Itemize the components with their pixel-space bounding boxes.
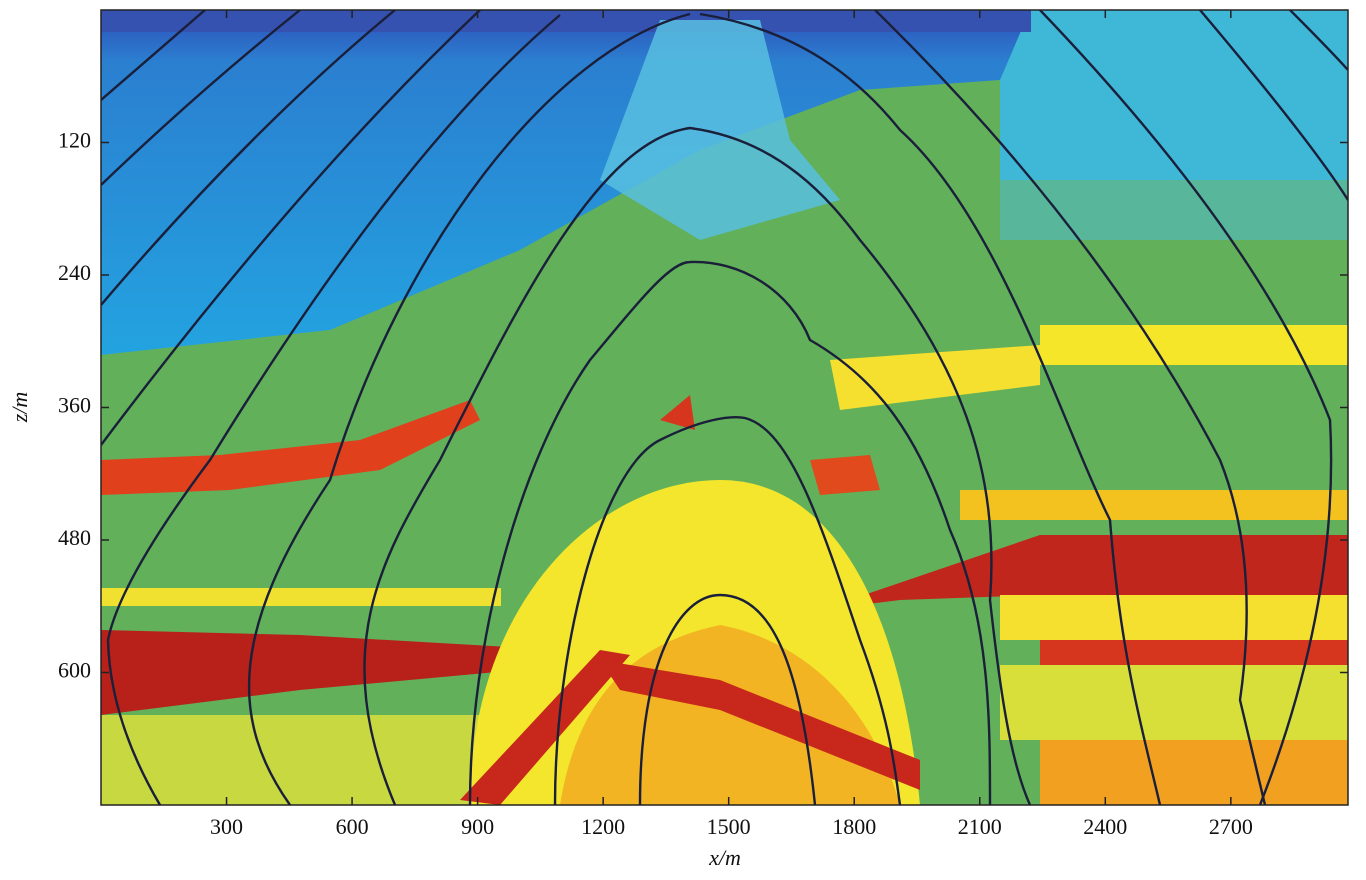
x-tick-label: 600 bbox=[336, 814, 369, 839]
band bbox=[101, 715, 501, 805]
x-tick-label: 1200 bbox=[581, 814, 625, 839]
band bbox=[1000, 10, 1348, 180]
blue-region bbox=[101, 10, 1030, 355]
y-tick-label: 240 bbox=[58, 260, 91, 285]
wavefront bbox=[1039, 10, 1333, 805]
band bbox=[460, 650, 630, 805]
band bbox=[101, 630, 560, 715]
x-tick-label: 300 bbox=[210, 814, 243, 839]
band bbox=[600, 660, 920, 790]
band bbox=[810, 455, 880, 495]
wavefront bbox=[1199, 10, 1348, 201]
y-axis-label: z/m bbox=[7, 392, 32, 424]
band bbox=[1040, 535, 1348, 595]
x-axis-label: x/m bbox=[708, 845, 741, 870]
wavefront bbox=[247, 12, 691, 805]
cone bbox=[600, 20, 840, 240]
wavefront bbox=[101, 10, 301, 186]
band bbox=[1000, 665, 1348, 740]
band bbox=[830, 345, 1040, 410]
x-tick-label: 1800 bbox=[832, 814, 876, 839]
band bbox=[960, 490, 1348, 520]
band bbox=[1000, 180, 1348, 240]
wavefront bbox=[101, 10, 206, 101]
wavefront bbox=[1289, 10, 1348, 71]
wavefront bbox=[363, 126, 1032, 805]
seismic-image bbox=[101, 10, 1348, 805]
band bbox=[660, 395, 695, 430]
wavefront bbox=[468, 260, 992, 805]
wavefront bbox=[638, 593, 817, 805]
wavefront bbox=[553, 416, 902, 805]
x-tick-label: 2400 bbox=[1083, 814, 1127, 839]
x-tick-label: 1500 bbox=[707, 814, 751, 839]
band bbox=[101, 588, 501, 606]
y-tick-label: 120 bbox=[58, 128, 91, 153]
band bbox=[101, 10, 1031, 32]
wavefront bbox=[106, 14, 561, 805]
wavefront bbox=[699, 12, 1162, 805]
x-tick-label: 900 bbox=[461, 814, 494, 839]
x-tick-label: 2700 bbox=[1209, 814, 1253, 839]
band bbox=[1040, 740, 1348, 805]
band bbox=[1000, 595, 1348, 640]
band bbox=[1040, 640, 1348, 665]
band bbox=[820, 535, 1040, 610]
y-tick-label: 600 bbox=[58, 658, 91, 683]
wavefront bbox=[101, 10, 481, 446]
wavefront bbox=[101, 10, 396, 306]
wavefront bbox=[874, 10, 1267, 805]
band bbox=[101, 400, 480, 495]
x-tick-label: 2100 bbox=[958, 814, 1002, 839]
y-tick-label: 360 bbox=[58, 393, 91, 418]
y-tick-label: 480 bbox=[58, 525, 91, 550]
